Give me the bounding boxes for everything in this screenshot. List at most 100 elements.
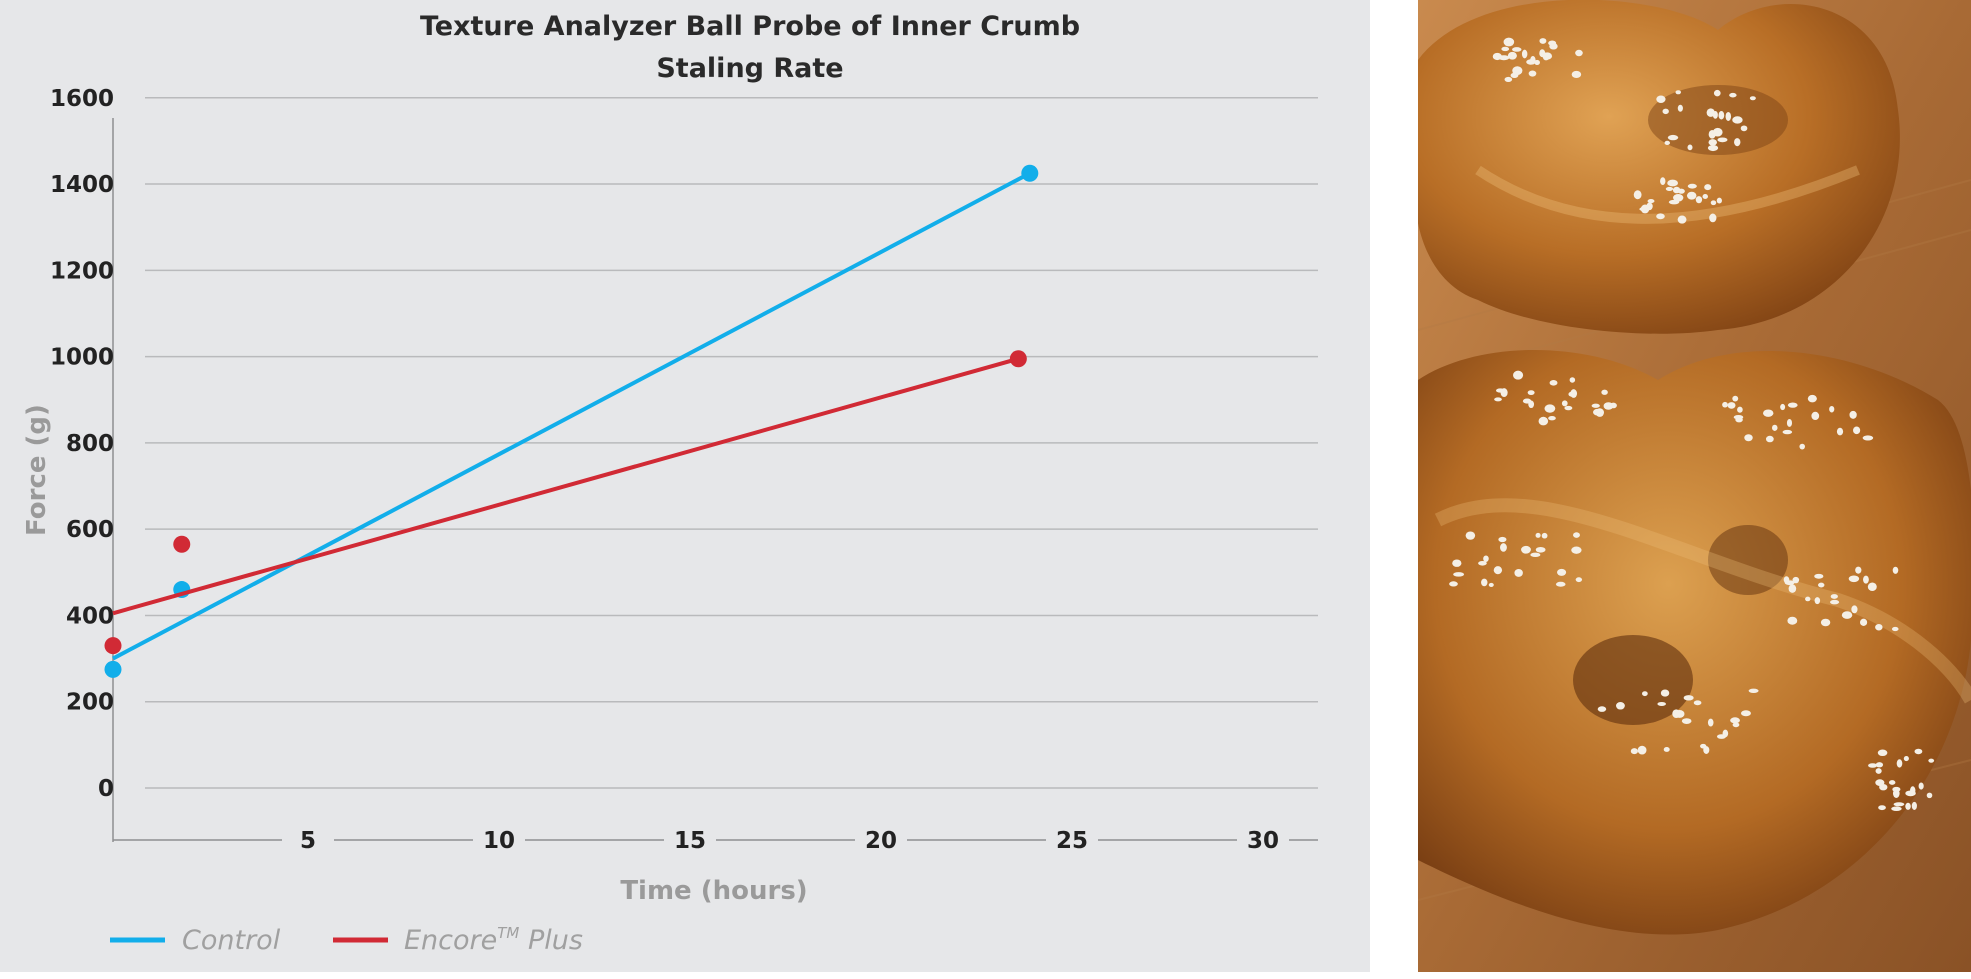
salt-crystal [1732, 116, 1743, 124]
salt-crystal [1512, 66, 1523, 76]
salt-crystal [1667, 179, 1679, 187]
salt-crystal [1875, 779, 1885, 786]
salt-crystal [1521, 545, 1531, 554]
chart: 0 200 400 600 800 1000 1200 1400 1600 5 10 15 20 25 3… [22, 11, 1318, 956]
salt-crystal [1792, 576, 1800, 584]
legend-label-control: Control [182, 925, 281, 956]
salt-crystal [1820, 618, 1831, 627]
legend: Control EncoreTM Plus [110, 924, 583, 956]
salt-crystal [1452, 559, 1462, 567]
salt-crystal [1914, 748, 1923, 755]
salt-crystal [1693, 700, 1702, 706]
salt-crystal [1501, 46, 1510, 52]
salt-crystal [1868, 763, 1878, 768]
x-tick-label: 25 [1056, 828, 1088, 854]
y-tick-label: 1200 [50, 258, 114, 284]
salt-crystal [1744, 434, 1753, 442]
salt-crystal [1535, 532, 1541, 538]
x-tick-labels: 5 10 15 20 25 30 [282, 826, 1289, 854]
salt-crystal [1542, 52, 1553, 60]
salt-crystal [1799, 443, 1805, 450]
salt-crystal [1527, 390, 1535, 396]
salt-crystal [1896, 759, 1903, 768]
chart-title-line-1: Texture Analyzer Ball Probe of Inner Cru… [420, 11, 1080, 42]
salt-crystal [1663, 746, 1670, 752]
salt-crystal [1687, 183, 1697, 189]
salt-crystal [1534, 59, 1540, 66]
x-axis-title: Time (hours) [620, 876, 807, 906]
salt-crystal [1569, 377, 1576, 383]
salt-crystal [1492, 52, 1502, 61]
salt-crystal [1647, 199, 1655, 204]
point-encore-plus-0 [104, 637, 122, 655]
salt-crystal [1787, 616, 1798, 625]
salt-crystal [1737, 406, 1743, 413]
grid-lines [145, 97, 1318, 789]
salt-crystal [1763, 409, 1774, 417]
salt-crystal [1657, 701, 1666, 706]
y-tick-label: 800 [66, 431, 114, 457]
salt-crystal [1500, 543, 1507, 552]
salt-crystal [1664, 140, 1671, 146]
salt-crystal [1557, 568, 1567, 576]
x-tick-label-bg [1237, 826, 1289, 854]
x-tick-label-bg [1046, 826, 1098, 854]
salt-crystal [1683, 695, 1694, 701]
salt-crystal [1811, 411, 1820, 421]
salt-crystal [1787, 402, 1798, 408]
salt-crystal [1535, 546, 1546, 553]
salt-crystal [1849, 410, 1857, 419]
y-tick-label: 200 [66, 690, 114, 716]
pretzel-top [1418, 0, 1900, 334]
salt-crystal [1851, 605, 1858, 614]
salt-crystal [1494, 397, 1502, 402]
salt-crystal [1818, 582, 1825, 588]
trendline-encore-plus [112, 356, 1019, 616]
salt-crystal [1673, 193, 1684, 202]
salt-crystal [1782, 429, 1793, 435]
salt-crystal [1493, 566, 1503, 575]
salt-crystal [1549, 43, 1558, 50]
salt-crystal [1495, 388, 1505, 393]
y-tick-label: 1000 [50, 345, 114, 371]
salt-crystal [1848, 575, 1860, 583]
salt-crystal [1521, 49, 1528, 59]
salt-crystal [1672, 709, 1681, 719]
salt-crystal [1561, 400, 1568, 407]
data-series [104, 164, 1039, 678]
salt-crystal [1481, 578, 1488, 587]
salt-crystal [1733, 415, 1744, 420]
salt-crystal [1707, 144, 1719, 152]
salt-crystal [1877, 749, 1888, 757]
salt-crystal [1707, 718, 1714, 727]
point-encore-plus-1 [173, 535, 191, 553]
salt-crystal [1571, 70, 1582, 79]
salt-crystal [1878, 805, 1886, 811]
salt-crystal [1830, 594, 1838, 599]
salt-crystal [1637, 745, 1647, 755]
salt-crystal [1722, 401, 1728, 408]
salt-crystal [1875, 768, 1882, 774]
salt-crystal [1860, 618, 1868, 626]
salt-crystal [1814, 573, 1824, 579]
pretzel-image [1418, 0, 1971, 972]
salt-crystal [1703, 746, 1710, 754]
salt-crystal [1667, 134, 1679, 141]
x-tick-label: 20 [865, 828, 897, 854]
legend-label-encore-plus: EncoreTM Plus [404, 924, 583, 956]
salt-crystal [1786, 419, 1793, 427]
salt-crystal [1727, 402, 1736, 409]
salt-crystal [1573, 532, 1580, 538]
salt-crystal [1892, 786, 1901, 792]
salt-crystals [1449, 37, 1935, 812]
salt-crystal [1926, 792, 1933, 799]
salt-crystal [1687, 144, 1693, 151]
x-tick-label-bg [855, 826, 907, 854]
salt-crystal [1601, 389, 1608, 395]
salt-crystal [1862, 435, 1874, 441]
salt-crystal [1888, 780, 1896, 785]
salt-crystal [1503, 37, 1515, 47]
salt-crystal [1449, 581, 1458, 587]
salt-crystal [1725, 111, 1732, 121]
salt-crystal [1867, 582, 1877, 592]
